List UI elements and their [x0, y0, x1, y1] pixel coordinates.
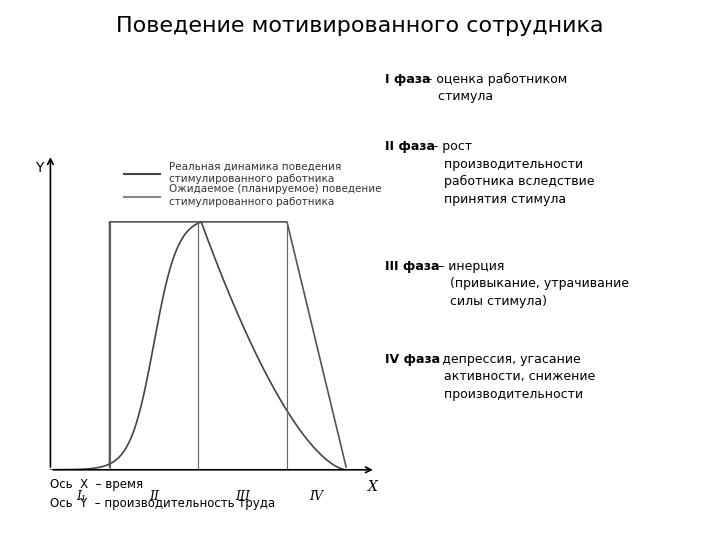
Text: – оценка работником
    стимула: – оценка работником стимула [422, 73, 567, 104]
Text: Ось  Y  – производительность труда: Ось Y – производительность труда [50, 496, 276, 510]
Text: Ось  X  – время: Ось X – время [50, 477, 143, 491]
Text: III: III [235, 490, 250, 503]
Text: III фаза: III фаза [385, 260, 440, 273]
Text: Реальная динамика поведения
стимулированного работника: Реальная динамика поведения стимулирован… [168, 161, 341, 184]
Text: Поведение мотивированного сотрудника: Поведение мотивированного сотрудника [116, 16, 604, 36]
Text: I₁: I₁ [76, 490, 86, 503]
Text: X: X [368, 480, 378, 494]
Text: I фаза: I фаза [385, 73, 431, 86]
Text: IV фаза: IV фаза [385, 353, 441, 366]
Text: Ожидаемое (планируемое) поведение
стимулированного работника: Ожидаемое (планируемое) поведение стимул… [168, 184, 381, 206]
Text: – рост
    производительности
    работника вследствие
    принятия стимула: – рост производительности работника всле… [428, 140, 595, 206]
Text: II: II [149, 490, 159, 503]
Text: IV: IV [310, 490, 323, 503]
Text: Y: Y [35, 161, 44, 176]
Text: II фаза: II фаза [385, 140, 435, 153]
Text: – инерция
    (привыкание, утрачивание
    силы стимула): – инерция (привыкание, утрачивание силы … [434, 260, 629, 307]
Text: – депрессия, угасание
    активности, снижение
    производительности: – депрессия, угасание активности, снижен… [428, 353, 595, 401]
